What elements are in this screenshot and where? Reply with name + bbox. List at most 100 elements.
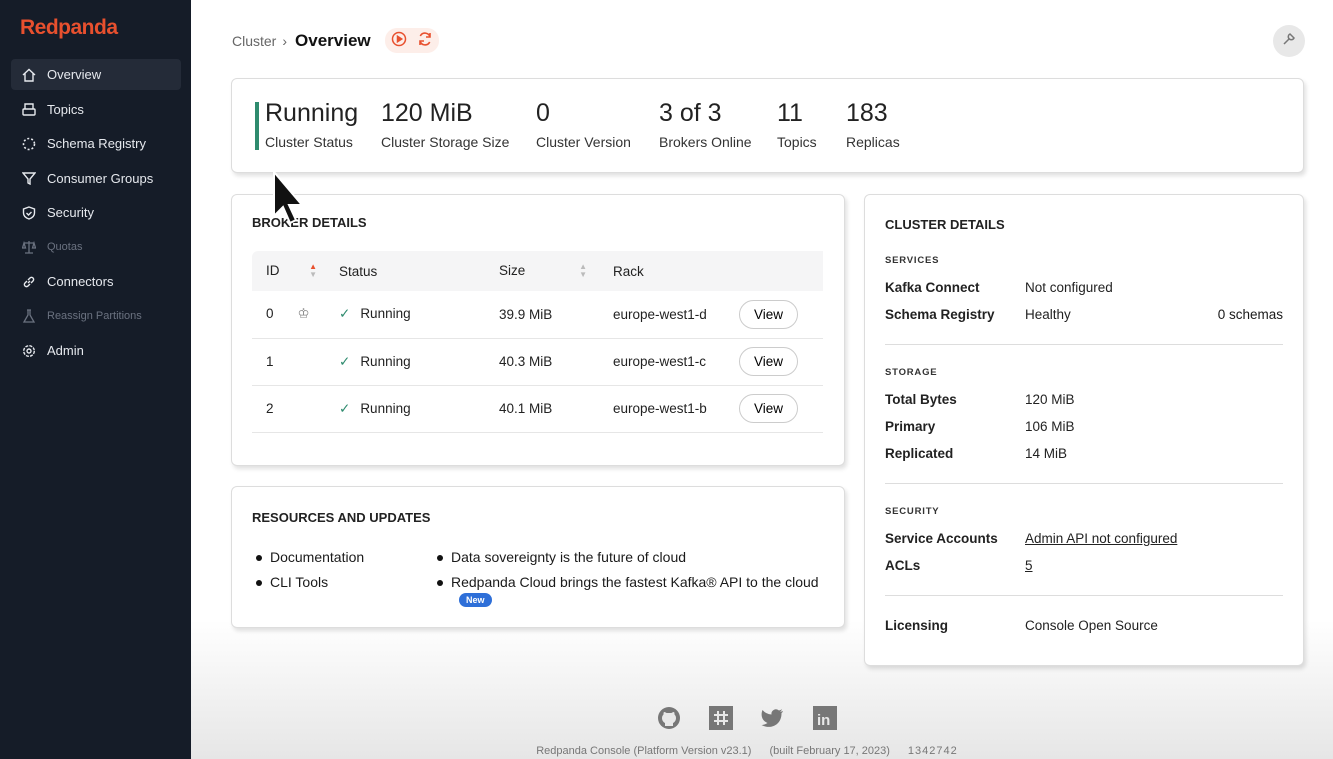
broker-rack: europe-west1-d — [599, 291, 725, 339]
broker-table: ID ▲ ▼ Status Size ▲ ▼ Rack 0 ♔ ✓ Running 39.9… — [252, 251, 823, 433]
update-item[interactable]: Redpanda Cloud brings the fastest Kafka®… — [433, 574, 819, 607]
sidebar-item-security[interactable]: Security — [11, 197, 181, 228]
sidebar-item-quotas[interactable]: Quotas — [11, 232, 181, 263]
resources-title: RESOURCES AND UPDATES — [252, 510, 431, 525]
cluster-details-card: CLUSTER DETAILS SERVICES Kafka Connect No… — [864, 194, 1304, 666]
table-row: 0 ♔ ✓ Running 39.9 MiB europe-west1-d View — [252, 291, 823, 339]
sidebar-item-topics[interactable]: Topics — [11, 94, 181, 125]
stat-cluster-status: Running Cluster Status — [265, 99, 358, 150]
broker-details-card: BROKER DETAILS ID ▲ ▼ Status Size ▲ ▼ Rack 0… — [231, 194, 845, 466]
broker-status: ✓ Running — [325, 291, 485, 339]
sidebar-item-admin[interactable]: Admin — [11, 335, 181, 366]
flask-icon — [21, 308, 37, 324]
divider — [885, 483, 1283, 484]
row-value: Console Open Source — [1025, 618, 1158, 633]
cluster-details-title: CLUSTER DETAILS — [885, 217, 1005, 232]
table-row: 2 ✓ Running 40.1 MiB europe-west1-b View — [252, 385, 823, 433]
broker-size: 40.3 MiB — [485, 338, 599, 386]
column-label: Size — [499, 263, 526, 278]
github-icon[interactable] — [657, 706, 681, 735]
twitter-icon[interactable] — [761, 706, 785, 735]
row-key: Kafka Connect — [885, 280, 980, 295]
home-icon — [21, 67, 37, 83]
build-date: (built February 17, 2023) — [769, 745, 890, 757]
filter-icon — [21, 170, 37, 186]
column-id[interactable]: ID ▲ ▼ — [252, 251, 325, 291]
linkedin-icon[interactable]: in — [813, 706, 837, 735]
stat-value: 183 — [846, 99, 888, 127]
stat-value: 0 — [536, 99, 550, 127]
debug-tools-button[interactable] — [1273, 25, 1305, 57]
breadcrumb-cluster[interactable]: Cluster — [232, 32, 277, 49]
gear-icon — [21, 343, 37, 359]
row-key: ACLs — [885, 558, 921, 573]
topics-icon — [21, 101, 37, 117]
check-icon: ✓ — [339, 400, 351, 416]
broker-id: 0 ♔ — [252, 291, 325, 339]
row-key: Primary — [885, 419, 936, 434]
version-text: Redpanda Console (Platform Version v23.1… — [536, 745, 752, 757]
broker-status: ✓ Running — [325, 338, 485, 386]
stat-label: Cluster Storage Size — [381, 134, 510, 150]
link-documentation[interactable]: Documentation — [252, 549, 364, 565]
stat-label: Topics — [777, 134, 817, 150]
row-value: Not configured — [1025, 280, 1113, 295]
link-cli-tools[interactable]: CLI Tools — [252, 574, 364, 590]
sidebar-item-reassign-partitions[interactable]: Reassign Partitions — [11, 301, 181, 332]
stat-replicas: 183 Replicas — [846, 99, 900, 150]
broker-size: 39.9 MiB — [485, 291, 599, 339]
update-item[interactable]: Data sovereignty is the future of cloud — [433, 549, 819, 565]
sidebar-item-overview[interactable]: Overview — [11, 59, 181, 90]
acls-link[interactable]: 5 — [1025, 558, 1033, 573]
view-button[interactable]: View — [739, 394, 799, 423]
row-value: 120 MiB — [1025, 392, 1075, 407]
page-title: Overview — [295, 30, 371, 50]
security-label: SECURITY — [885, 506, 940, 517]
sidebar-item-label: Overview — [47, 67, 102, 82]
column-size[interactable]: Size ▲ ▼ — [485, 251, 599, 291]
broker-id: 1 — [252, 338, 325, 386]
slack-icon[interactable] — [709, 706, 733, 735]
service-accounts-link[interactable]: Admin API not configured — [1025, 531, 1178, 546]
mouse-cursor — [272, 169, 306, 231]
stat-topics: 11 Topics — [777, 99, 817, 150]
view-button[interactable]: View — [739, 299, 799, 329]
status-text: Running — [360, 353, 411, 369]
row-key: Total Bytes — [885, 392, 957, 407]
status-indicator — [255, 102, 259, 150]
stat-storage-size: 120 MiB Cluster Storage Size — [381, 99, 509, 150]
stat-brokers-online: 3 of 3 Brokers Online — [659, 99, 752, 150]
broker-rack: europe-west1-b — [599, 385, 725, 433]
sidebar-item-label: Topics — [47, 101, 84, 117]
sidebar-item-consumer-groups[interactable]: Consumer Groups — [11, 163, 181, 194]
sidebar-item-label: Consumer Groups — [47, 170, 154, 186]
sidebar-item-connectors[interactable]: Connectors — [11, 266, 181, 297]
status-text: Running — [360, 400, 411, 416]
view-button[interactable]: View — [739, 347, 799, 376]
play-icon[interactable] — [391, 31, 407, 50]
services-label: SERVICES — [885, 255, 940, 266]
row-value: 106 MiB — [1025, 419, 1075, 434]
sidebar-item-label: Quotas — [47, 241, 83, 253]
cluster-stats-card: Running Cluster Status 120 MiB Cluster Sto… — [231, 78, 1304, 173]
sidebar-nav: Overview Topics Schema Registry Consumer… — [11, 59, 181, 370]
sidebar-item-schema-registry[interactable]: Schema Registry — [11, 128, 181, 159]
commit-hash: 1342742 — [907, 745, 958, 757]
sidebar-item-label: Schema Registry — [47, 136, 146, 151]
row-key: Schema Registry — [885, 307, 995, 322]
stat-value: 3 of 3 — [659, 99, 722, 127]
sort-icon[interactable]: ▲ ▼ — [309, 262, 317, 279]
kafka-connect-row: Kafka Connect Not configured — [885, 274, 1283, 301]
table-row: 1 ✓ Running 40.3 MiB europe-west1-c View — [252, 338, 823, 386]
refresh-icon[interactable] — [417, 31, 433, 50]
stat-label: Replicas — [846, 134, 900, 150]
row-key: Licensing — [885, 618, 949, 633]
sort-icon[interactable]: ▲ ▼ — [579, 262, 587, 279]
table-header: ID ▲ ▼ Status Size ▲ ▼ Rack — [252, 251, 823, 291]
logo[interactable]: Redpanda — [20, 16, 118, 39]
stat-value: 120 MiB — [381, 99, 473, 127]
column-status: Status — [325, 251, 485, 291]
crown-icon: ♔ — [297, 306, 310, 322]
resources-links: Documentation CLI Tools — [252, 549, 364, 599]
schema-icon — [21, 136, 37, 152]
